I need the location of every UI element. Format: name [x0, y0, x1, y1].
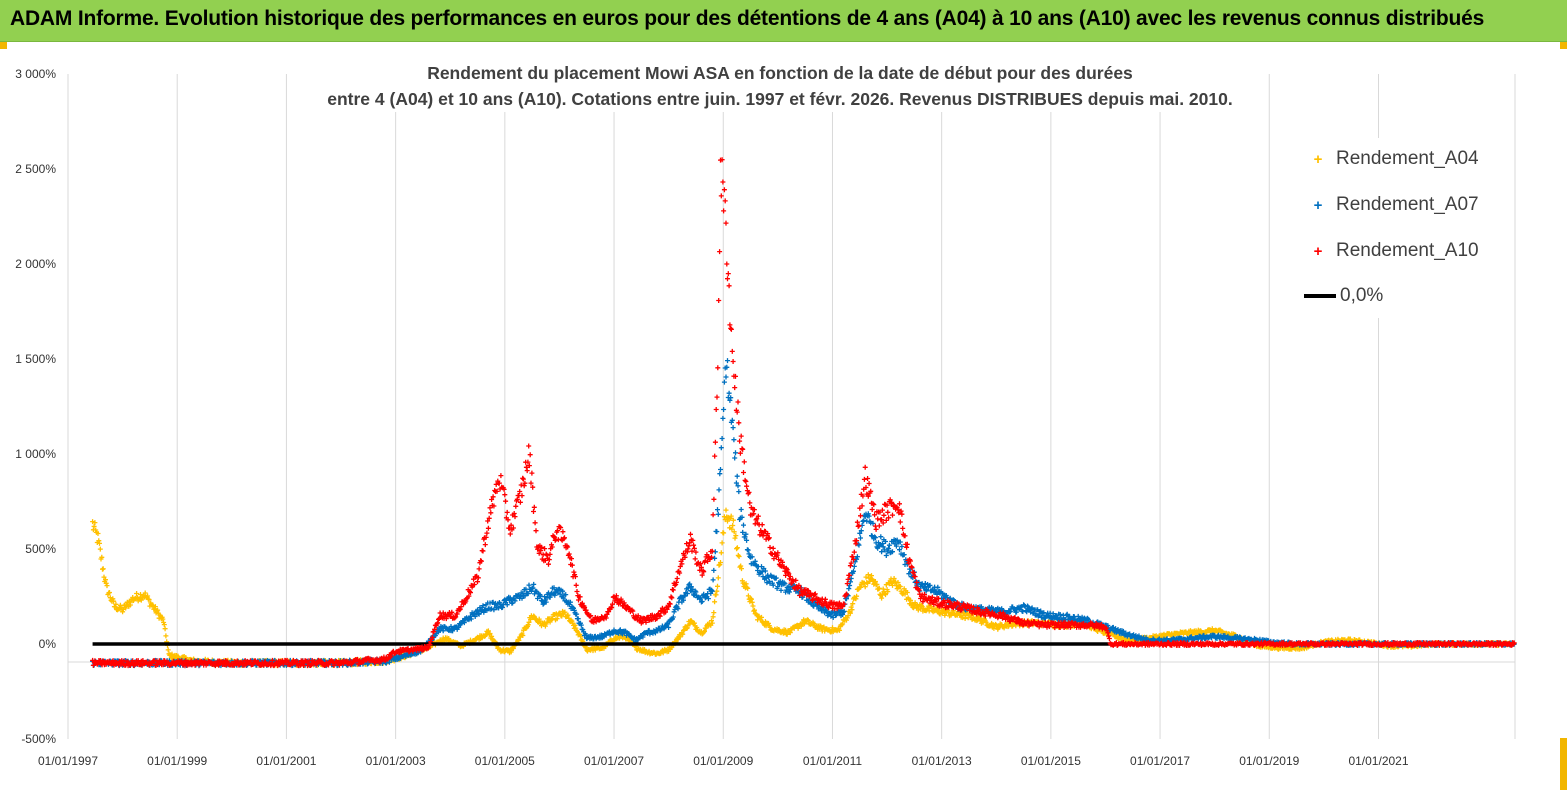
legend-item-a07: + Rendement_A07: [1300, 194, 1479, 220]
series-rendement_a10: [90, 157, 1517, 669]
title-banner: ADAM Informe. Evolution historique des p…: [0, 0, 1567, 42]
y-tick-label: -500%: [21, 732, 56, 746]
legend-label-zero: 0,0%: [1340, 285, 1384, 306]
x-tick-label: 01/01/2003: [366, 754, 426, 768]
legend-label-a07: Rendement_A07: [1336, 194, 1479, 215]
x-tick-label: 01/01/2007: [584, 754, 644, 768]
x-tick-label: 01/01/2011: [803, 754, 862, 768]
x-tick-label: 01/01/2017: [1130, 754, 1190, 768]
chart-title: Rendement du placement Mowi ASA en fonct…: [320, 60, 1240, 112]
x-tick-label: 01/01/2019: [1239, 754, 1299, 768]
y-tick-label: 0%: [39, 637, 57, 651]
x-tick-label: 01/01/2015: [1021, 754, 1081, 768]
banner-title: ADAM Informe. Evolution historique des p…: [10, 7, 1485, 30]
x-tick-label: 01/01/1997: [38, 754, 98, 768]
legend-label-a10: Rendement_A10: [1336, 240, 1479, 261]
legend-label-a04: Rendement_A04: [1336, 148, 1479, 169]
y-tick-label: 2 500%: [15, 162, 56, 176]
corner-marker-top-left: [0, 42, 7, 49]
legend-plus-icon-a04: +: [1313, 151, 1323, 168]
corner-marker-bottom-right: [1560, 738, 1567, 790]
x-tick-label: 01/01/2005: [475, 754, 535, 768]
y-tick-label: 500%: [25, 542, 56, 556]
chart-plot: 01/01/1997 01/01/1999 01/01/2001 01/01/2003…: [15, 67, 1517, 768]
legend-plus-icon-a10: +: [1313, 243, 1323, 260]
x-tick-label: 01/01/2013: [912, 754, 972, 768]
x-tick-label: 01/01/2001: [256, 754, 316, 768]
corner-marker-top-right: [1560, 42, 1567, 49]
x-tick-label: 01/01/1999: [147, 754, 207, 768]
y-tick-label: 2 000%: [15, 257, 56, 271]
y-tick-label: 1 500%: [15, 352, 56, 366]
legend-item-zero: 0,0%: [1300, 285, 1383, 311]
y-tick-label: 3 000%: [15, 67, 56, 81]
legend-line-icon-zero: [1304, 293, 1336, 298]
chart-title-line2: entre 4 (A04) et 10 ans (A10). Cotations…: [327, 89, 1233, 109]
legend-plus-icon-a07: +: [1313, 197, 1323, 214]
y-tick-label: 1 000%: [15, 447, 56, 461]
x-tick-label: 01/01/2009: [693, 754, 753, 768]
legend-item-a10: + Rendement_A10: [1300, 240, 1479, 266]
legend-item-a04: + Rendement_A04: [1300, 148, 1479, 174]
chart-title-line1: Rendement du placement Mowi ASA en fonct…: [427, 63, 1133, 83]
series-markers-rendement_a10: [90, 157, 1517, 669]
x-tick-label: 01/01/2021: [1348, 754, 1408, 768]
chart-legend: + Rendement_A04 + Rendement_A07 + Rendement…: [1280, 138, 1495, 318]
